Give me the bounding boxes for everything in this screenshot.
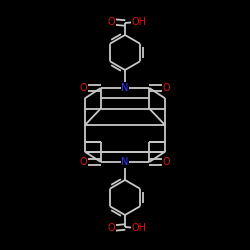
Text: O: O — [80, 157, 88, 167]
Text: O: O — [162, 83, 170, 93]
Text: O: O — [162, 157, 170, 167]
Text: OH: OH — [132, 223, 147, 233]
Text: OH: OH — [132, 17, 147, 27]
Text: O: O — [108, 223, 115, 233]
Text: N: N — [121, 83, 129, 93]
Text: N: N — [121, 157, 129, 167]
Text: O: O — [108, 17, 115, 27]
Text: O: O — [80, 83, 88, 93]
